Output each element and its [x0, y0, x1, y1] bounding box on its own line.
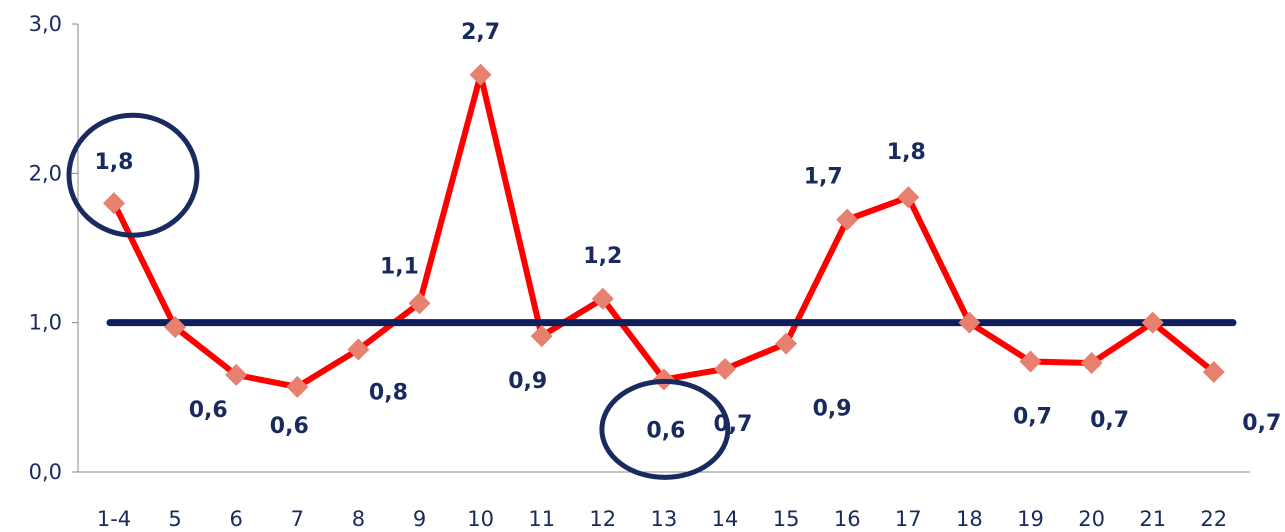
data-label: 1,2	[583, 244, 622, 269]
data-point-marker	[775, 332, 798, 355]
data-point-marker	[958, 311, 981, 334]
highlight-ellipses	[66, 112, 731, 480]
x-tick-label: 17	[895, 507, 922, 531]
x-tick-label: 14	[712, 507, 739, 531]
highlight-ellipse	[66, 112, 200, 238]
data-label: 0,6	[646, 418, 685, 443]
x-tick-label: 13	[651, 507, 678, 531]
y-tick-label: 0,0	[29, 460, 62, 484]
x-tick-label: 22	[1200, 507, 1227, 531]
data-point-marker	[469, 63, 492, 86]
x-tick-label: 21	[1139, 507, 1166, 531]
data-point-marker	[714, 357, 736, 380]
data-label: 1,1	[380, 254, 419, 279]
data-point-marker	[408, 292, 431, 315]
x-tick-label: 6	[230, 507, 243, 531]
data-point-marker	[286, 375, 309, 398]
data-label: 0,9	[508, 369, 547, 394]
x-tick-label: 8	[352, 507, 365, 531]
data-point-marker	[1080, 351, 1103, 374]
data-label: 0,7	[1013, 404, 1052, 429]
y-tick-label: 3,0	[29, 12, 62, 36]
data-point-marker	[1141, 311, 1164, 334]
x-tick-label: 16	[834, 507, 861, 531]
x-tick-label: 7	[291, 507, 304, 531]
x-tick-label: 15	[773, 507, 800, 531]
y-axis-ticks: 0,0 1,0 2,0 3,0	[29, 12, 78, 484]
data-label: 1,7	[804, 165, 843, 190]
x-tick-label: 10	[467, 507, 494, 531]
data-label: 2,7	[461, 20, 500, 45]
data-label: 0,7	[714, 412, 753, 437]
data-labels: 1,8 0,6 0,6 0,8 1,1 2,7 0,9 1,2 0,6 0,7 0,9 1,7 1,8 0…	[95, 20, 1282, 444]
y-tick-label: 1,0	[29, 311, 62, 335]
data-label: 0,6	[189, 398, 228, 423]
data-label: 0,7	[1090, 408, 1129, 433]
data-label: 0,9	[813, 397, 852, 422]
x-tick-label: 9	[413, 507, 426, 531]
x-tick-label: 19	[1017, 507, 1044, 531]
data-point-marker	[164, 316, 187, 339]
x-tick-label: 1-4	[97, 507, 131, 531]
series-line	[111, 71, 1217, 390]
data-label: 0,6	[270, 414, 309, 439]
x-tick-label: 12	[589, 507, 616, 531]
data-label: 1,8	[887, 140, 926, 165]
data-label: 1,8	[95, 150, 134, 175]
data-point-marker	[897, 186, 920, 209]
data-point-marker	[530, 325, 553, 348]
data-point-marker	[225, 363, 248, 386]
data-point-marker	[347, 338, 370, 361]
y-tick-label: 2,0	[29, 161, 62, 185]
data-point-marker	[836, 208, 859, 231]
x-tick-label: 20	[1078, 507, 1105, 531]
data-label: 0,8	[369, 381, 408, 406]
x-axis-labels: 1-4 5 6 7 8 9 10 11 12 13 14 15 16 17 18 19 20 21 22	[97, 507, 1227, 531]
x-tick-label: 11	[528, 507, 555, 531]
data-point-marker	[103, 192, 125, 215]
data-point-marker	[1019, 350, 1042, 373]
data-label: 0,7	[1242, 411, 1281, 436]
x-tick-label: 18	[956, 507, 983, 531]
data-point-marker	[1202, 360, 1225, 383]
x-tick-label: 5	[168, 507, 181, 531]
highlight-ellipse	[599, 378, 731, 480]
data-point-marker	[591, 287, 614, 310]
data-markers	[103, 63, 1225, 398]
